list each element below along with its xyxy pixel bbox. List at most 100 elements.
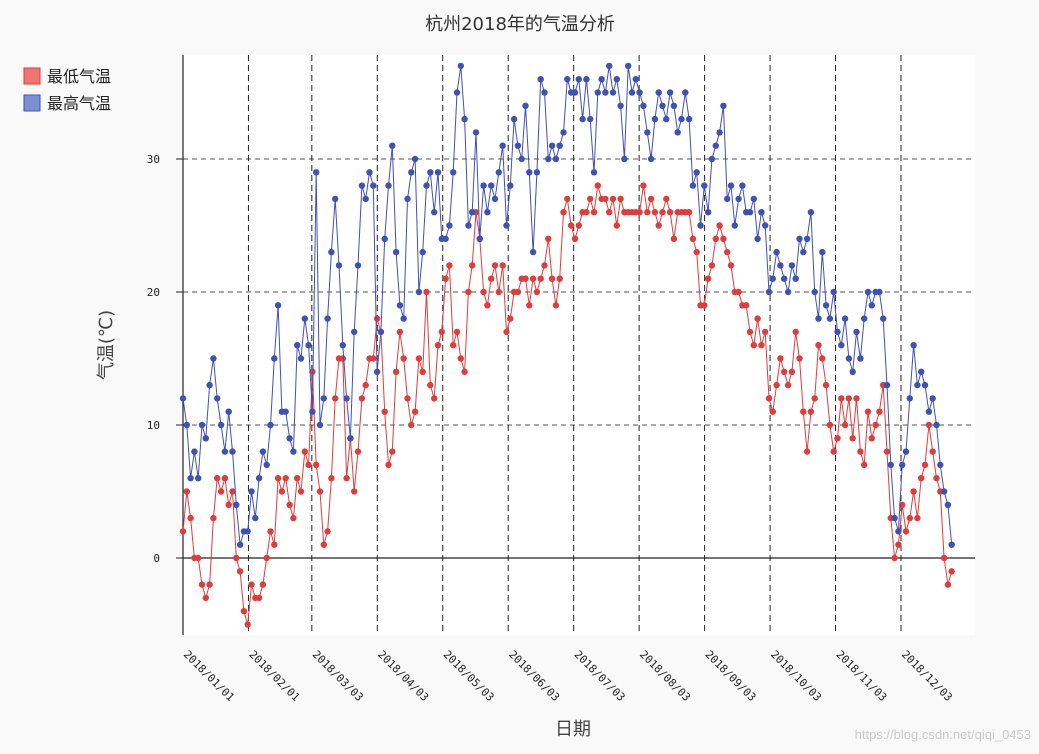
data-point	[351, 328, 358, 336]
data-point	[602, 89, 609, 96]
data-point	[252, 514, 259, 522]
data-point	[883, 448, 891, 455]
data-point	[929, 448, 936, 455]
data-point	[940, 488, 948, 495]
x-tick-label: 2018/07/03	[572, 648, 628, 704]
data-point	[560, 129, 567, 136]
data-point	[495, 288, 502, 296]
data-point	[666, 209, 674, 216]
data-point	[381, 408, 388, 415]
data-point	[891, 554, 898, 562]
series-min	[179, 182, 955, 628]
data-point	[442, 275, 449, 282]
data-point	[826, 421, 834, 429]
legend-swatch-max	[23, 94, 41, 112]
data-point	[773, 248, 780, 256]
data-point	[522, 102, 529, 110]
data-point	[202, 435, 209, 442]
data-point	[704, 275, 712, 282]
data-point	[411, 155, 419, 163]
data-point	[259, 581, 267, 588]
data-point	[480, 182, 487, 189]
data-point	[488, 182, 495, 189]
data-point	[613, 222, 620, 229]
data-point	[507, 315, 514, 322]
y-axis-label: 气温(℃)	[96, 310, 117, 380]
data-point	[183, 421, 190, 429]
data-point	[328, 248, 335, 256]
data-point	[305, 461, 312, 469]
data-point	[236, 568, 244, 575]
data-point	[381, 235, 388, 242]
data-point	[906, 514, 913, 522]
data-point	[948, 568, 955, 575]
data-point	[423, 288, 430, 296]
data-point	[655, 222, 662, 229]
data-point	[636, 209, 643, 216]
data-point	[267, 421, 274, 429]
data-point	[373, 315, 381, 322]
data-point	[640, 182, 647, 189]
data-point	[450, 342, 457, 349]
legend-item-max[interactable]: 最高气温	[23, 94, 111, 113]
data-point	[187, 514, 194, 522]
data-point	[278, 488, 286, 495]
data-point	[758, 209, 765, 216]
data-point	[590, 169, 598, 176]
data-point	[472, 129, 480, 136]
data-point	[427, 169, 434, 176]
data-point	[202, 594, 209, 602]
data-point	[933, 475, 940, 482]
data-point	[853, 395, 860, 402]
legend-label-min: 最低气温	[47, 67, 111, 86]
data-point	[788, 262, 796, 269]
data-point	[396, 302, 404, 309]
data-point	[423, 182, 430, 189]
data-point	[792, 328, 799, 336]
data-point	[803, 448, 811, 455]
data-point	[598, 76, 605, 83]
data-point	[271, 355, 278, 362]
data-point	[366, 169, 373, 176]
data-point	[461, 115, 468, 123]
x-tick-label: 2018/11/03	[833, 648, 889, 704]
data-point	[453, 328, 461, 336]
data-point	[210, 355, 217, 362]
data-point	[339, 355, 346, 362]
data-point	[210, 514, 217, 522]
data-point	[339, 342, 346, 349]
data-point	[853, 328, 860, 336]
data-point	[621, 155, 628, 163]
legend-item-min[interactable]: 最低气温	[23, 67, 111, 86]
data-point	[370, 355, 377, 362]
data-point	[819, 355, 826, 362]
data-point	[480, 288, 487, 296]
data-point	[781, 275, 788, 282]
data-point	[880, 315, 887, 322]
data-point	[606, 209, 613, 216]
data-point	[750, 342, 757, 349]
data-point	[309, 408, 316, 415]
data-point	[332, 395, 339, 402]
x-tick-label: 2018/03/03	[310, 648, 366, 704]
data-point	[400, 355, 407, 362]
data-point	[712, 235, 719, 242]
data-point	[777, 355, 784, 362]
data-point	[781, 368, 788, 375]
data-point	[902, 448, 910, 455]
data-point	[587, 115, 594, 123]
data-point	[693, 248, 700, 256]
x-tick-label: 2018/02/01	[246, 648, 302, 704]
data-point	[887, 461, 894, 469]
data-point	[392, 368, 400, 375]
data-point	[461, 368, 468, 375]
data-point	[274, 475, 282, 482]
x-axis-label: 日期	[555, 719, 591, 740]
data-point	[377, 328, 385, 336]
data-point	[476, 235, 483, 242]
data-point	[217, 488, 225, 495]
data-point	[754, 315, 761, 322]
data-point	[324, 315, 331, 322]
data-point	[556, 275, 563, 282]
x-tick-label: 2018/05/03	[441, 648, 497, 704]
